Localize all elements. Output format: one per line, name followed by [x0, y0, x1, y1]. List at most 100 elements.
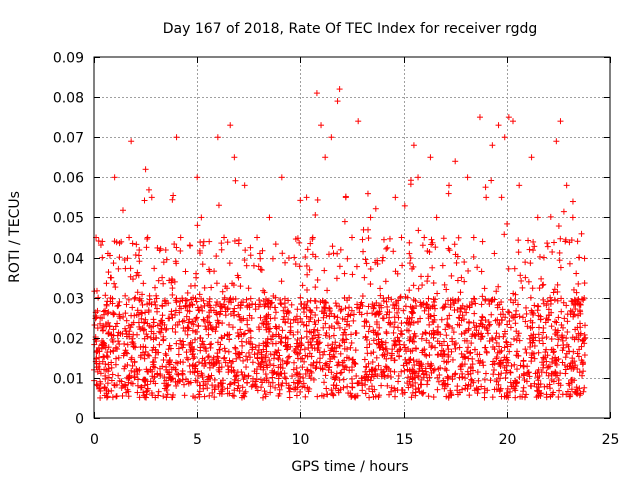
roti-point: [376, 344, 383, 351]
roti-point: [209, 389, 216, 396]
roti-point: [144, 381, 151, 388]
roti-point: [269, 255, 276, 262]
roti-point: [354, 392, 361, 399]
roti-point: [520, 370, 527, 377]
roti-point: [270, 362, 277, 369]
roti-point: [111, 381, 118, 388]
roti-point: [202, 360, 209, 367]
roti-point: [567, 392, 574, 399]
roti-point: [123, 317, 130, 324]
roti-point: [221, 354, 228, 361]
roti-point: [257, 301, 264, 308]
roti-point: [366, 394, 373, 401]
roti-point: [224, 390, 231, 397]
roti-point: [272, 384, 279, 391]
roti-point: [238, 317, 245, 324]
roti-peak-point: [540, 254, 547, 261]
roti-point: [250, 262, 257, 269]
roti-point: [563, 302, 570, 309]
roti-point: [570, 286, 577, 293]
roti-point: [406, 250, 413, 257]
roti-point: [557, 264, 564, 271]
roti-point: [440, 348, 447, 355]
roti-peak-point: [516, 182, 523, 189]
y-tick-label: 0.05: [53, 211, 84, 227]
roti-point: [503, 389, 510, 396]
roti-peak-point: [194, 174, 201, 181]
roti-point: [154, 370, 161, 377]
roti-point: [427, 304, 434, 311]
roti-point: [183, 313, 190, 320]
roti-point: [549, 248, 556, 255]
roti-point: [259, 320, 266, 327]
roti-point: [423, 337, 430, 344]
roti-point: [296, 350, 303, 357]
roti-point: [299, 364, 306, 371]
roti-point: [231, 387, 238, 394]
roti-point: [120, 352, 127, 359]
roti-point: [133, 366, 140, 373]
roti-point: [503, 367, 510, 374]
roti-point: [432, 344, 439, 351]
roti-point: [159, 312, 166, 319]
roti-point: [322, 320, 329, 327]
roti-point: [131, 359, 138, 366]
roti-point: [510, 299, 517, 306]
roti-point: [347, 344, 354, 351]
roti-point: [395, 378, 402, 385]
roti-point: [562, 370, 569, 377]
roti-point: [415, 285, 422, 292]
roti-point: [387, 320, 394, 327]
roti-point: [129, 380, 136, 387]
roti-point: [179, 295, 186, 302]
roti-point: [284, 335, 291, 342]
roti-point: [313, 304, 320, 311]
roti-point: [104, 380, 111, 387]
roti-point: [475, 377, 482, 384]
roti-point: [233, 372, 240, 379]
roti-point: [423, 352, 430, 359]
roti-point: [441, 385, 448, 392]
roti-point: [106, 323, 113, 330]
roti-peak-point: [303, 194, 310, 201]
roti-point: [407, 373, 414, 380]
roti-point: [504, 385, 511, 392]
roti-point: [243, 296, 250, 303]
roti-point: [507, 324, 514, 331]
roti-point: [165, 381, 172, 388]
roti-point: [419, 390, 426, 397]
roti-point: [324, 342, 331, 349]
roti-point: [458, 305, 465, 312]
roti-point: [275, 381, 282, 388]
roti-point: [269, 379, 276, 386]
roti-point: [489, 361, 496, 368]
roti-point: [522, 318, 529, 325]
roti-point: [195, 359, 202, 366]
roti-point: [212, 302, 219, 309]
roti-point: [474, 369, 481, 376]
roti-point: [336, 324, 343, 331]
roti-point: [503, 338, 510, 345]
roti-point: [445, 190, 452, 197]
roti-point: [399, 262, 406, 269]
roti-point: [123, 331, 130, 338]
roti-point: [239, 342, 246, 349]
roti-point: [100, 322, 107, 329]
roti-point: [351, 360, 358, 367]
roti-point: [344, 318, 351, 325]
roti-point: [362, 256, 369, 263]
roti-point: [119, 392, 126, 399]
roti-point: [294, 380, 301, 387]
roti-point: [272, 340, 279, 347]
roti-point: [361, 356, 368, 363]
roti-peak-point: [553, 138, 560, 145]
x-tick-label: 15: [396, 432, 414, 448]
roti-point: [432, 244, 439, 251]
roti-point: [120, 313, 127, 320]
roti-point: [481, 376, 488, 383]
roti-point: [391, 368, 398, 375]
roti-point: [382, 278, 389, 285]
roti-point: [536, 285, 543, 292]
roti-point: [147, 334, 154, 341]
roti-point: [94, 348, 101, 355]
